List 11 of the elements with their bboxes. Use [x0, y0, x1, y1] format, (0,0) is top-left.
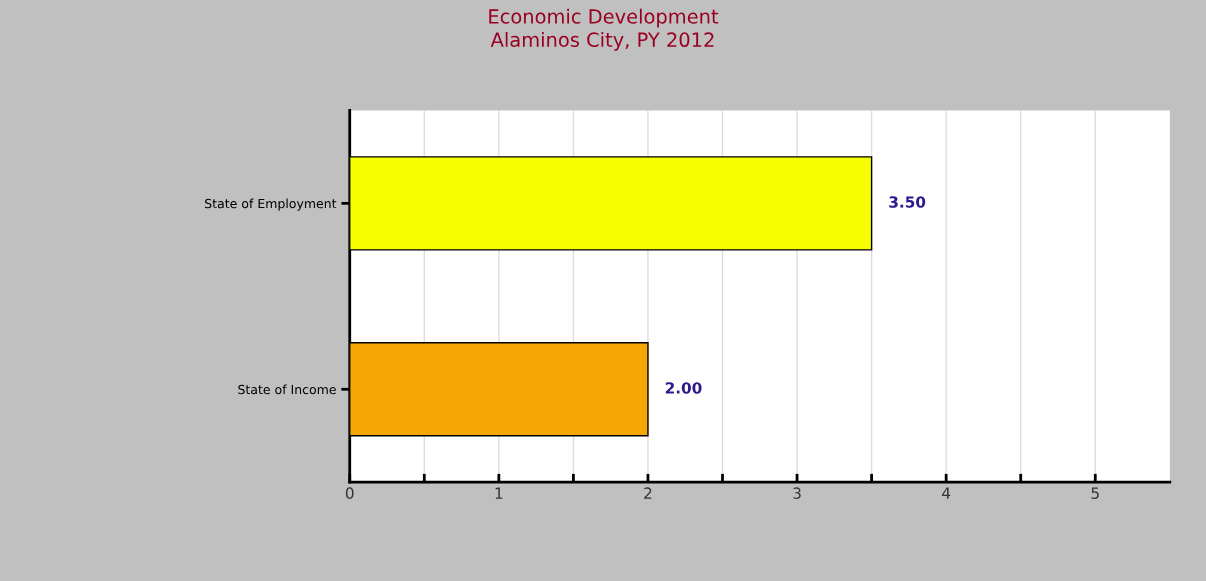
y-tick-label: State of Income — [238, 384, 336, 395]
y-tick-label: State of Employment — [205, 198, 337, 211]
data-label: 3.50 — [889, 196, 926, 208]
x-tick-label: 0 — [345, 487, 354, 499]
chart-title: Economic Development Alaminos City, PY 2012 — [489, 8, 719, 51]
x-tick-label: 3 — [793, 487, 801, 499]
x-tick-label: 2 — [644, 487, 652, 499]
data-label: 2.00 — [665, 382, 702, 394]
x-tick-label: 4 — [942, 487, 951, 499]
x-tick-label: 5 — [1091, 487, 1099, 499]
x-tick-label: 1 — [495, 487, 503, 499]
